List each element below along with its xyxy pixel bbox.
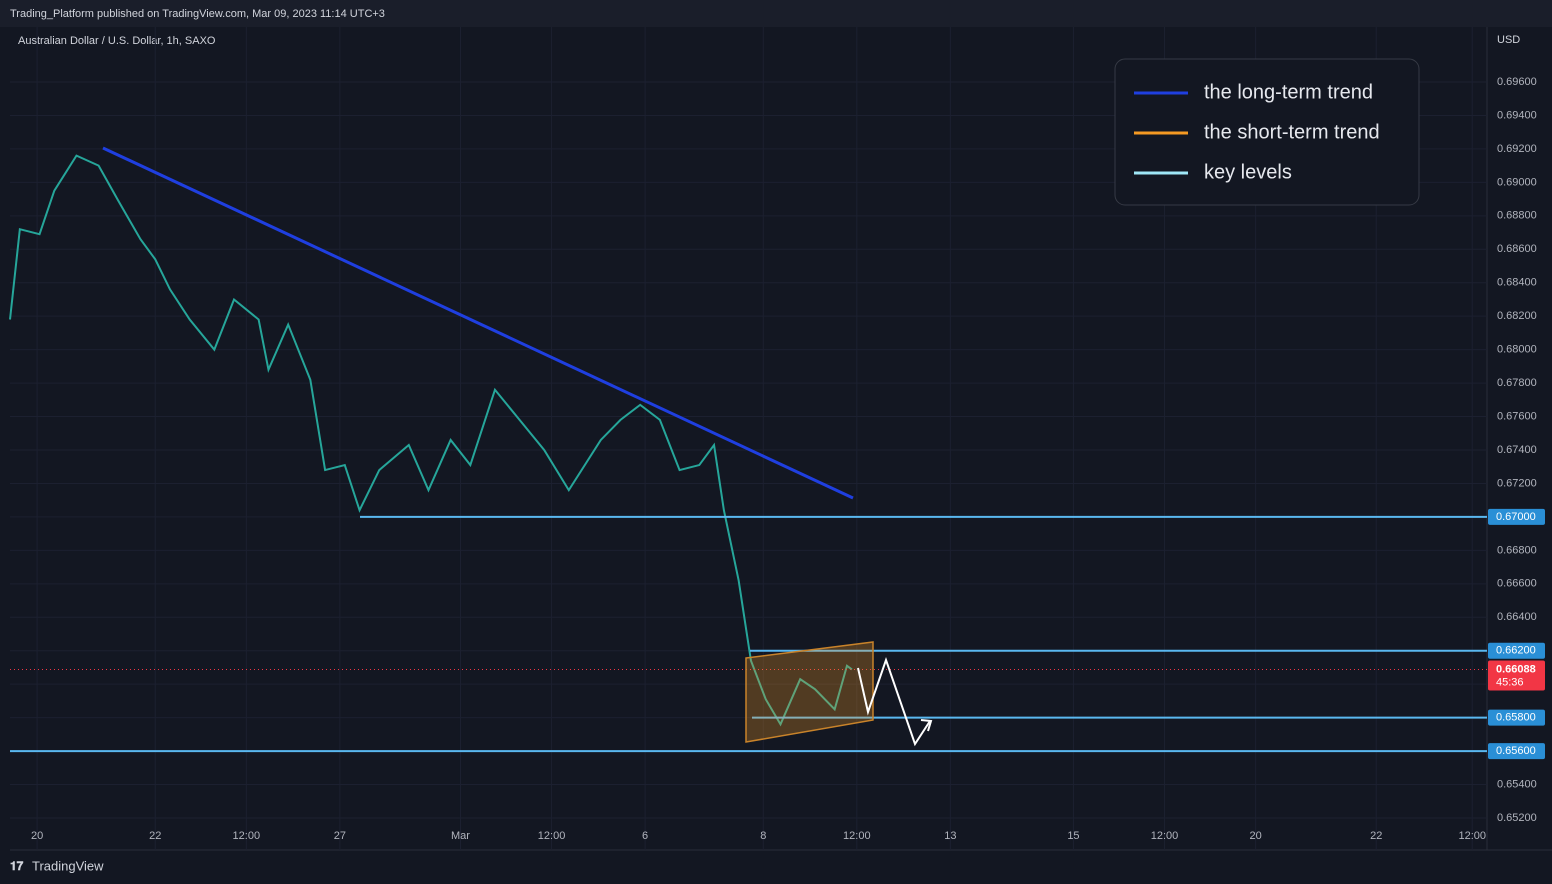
y-tick-label: 0.68000 — [1497, 344, 1537, 356]
y-tick-label: 0.69200 — [1497, 143, 1537, 155]
x-tick-label: 6 — [642, 830, 648, 842]
bottom-bar — [0, 851, 1552, 884]
y-tick-label: 0.68200 — [1497, 310, 1537, 322]
drawings — [102, 146, 933, 747]
legend-items: the long-term trend the short-term trend k… — [1134, 81, 1380, 183]
x-tick-label: 20 — [31, 830, 43, 842]
y-tick-label: 0.66600 — [1497, 578, 1537, 590]
y-tick-label: 0.67600 — [1497, 410, 1537, 422]
y-tick-label: 0.67400 — [1497, 444, 1537, 456]
key-level-label: 0.67000 — [1496, 511, 1536, 523]
x-tick-label: 22 — [149, 830, 161, 842]
y-tick-label: 0.68400 — [1497, 277, 1537, 289]
x-tick-label: 12:00 — [1458, 830, 1486, 842]
key-level-label: 0.66200 — [1496, 645, 1536, 657]
key-level-tag — [1488, 642, 1545, 659]
legend-label: the long-term trend — [1204, 81, 1373, 103]
x-tick-label: 15 — [1067, 830, 1079, 842]
current-price-label: 0.66088 — [1496, 663, 1536, 675]
long-term-trendline — [102, 146, 854, 500]
key-level-tag — [1488, 508, 1545, 525]
x-tick-label: 12:00 — [538, 830, 566, 842]
price-line — [9, 154, 853, 727]
current-price-tag — [1488, 660, 1545, 691]
x-tick-label: 8 — [760, 830, 766, 842]
y-tick-label: 0.67800 — [1497, 377, 1537, 389]
key-level-label: 0.65600 — [1496, 745, 1536, 757]
key-level-tag — [1488, 743, 1545, 760]
y-tick-label: 0.66800 — [1497, 544, 1537, 556]
y-tick-label: 0.69600 — [1497, 76, 1537, 88]
x-tick-label: 12:00 — [843, 830, 871, 842]
x-tick-label: 13 — [944, 830, 956, 842]
projection-arrowhead — [920, 719, 933, 732]
y-tick-label: 0.66400 — [1497, 611, 1537, 623]
brand: TradingView — [32, 858, 104, 873]
y-tick-label: 0.68600 — [1497, 243, 1537, 255]
legend-label: key levels — [1204, 161, 1292, 183]
legend: the long-term trend the short-term trend k… — [1114, 58, 1420, 206]
countdown: 45:36 — [1496, 676, 1524, 688]
legend-label: the short-term trend — [1204, 121, 1380, 143]
x-tick-label: 12:00 — [1151, 830, 1179, 842]
publisher: Trading_Platform published on TradingVie… — [10, 8, 385, 20]
brand-logo: 𝟏𝟕 — [10, 859, 24, 873]
currency: USD — [1497, 34, 1520, 46]
y-tick-label: 0.67200 — [1497, 477, 1537, 489]
x-tick-label: 22 — [1370, 830, 1382, 842]
top-bar — [0, 0, 1552, 27]
y-tick-label: 0.65400 — [1497, 778, 1537, 790]
x-tick-label: 12:00 — [233, 830, 261, 842]
y-tick-label: 0.69400 — [1497, 109, 1537, 121]
x-tick-label: 27 — [334, 830, 346, 842]
x-tick-label: Mar — [451, 830, 470, 842]
key-level-label: 0.65800 — [1496, 712, 1536, 724]
short-term-channel — [745, 641, 874, 743]
symbol: Australian Dollar / U.S. Dollar, 1h, SAX… — [18, 35, 216, 47]
x-tick-label: 20 — [1249, 830, 1261, 842]
y-tick-label: 0.65200 — [1497, 812, 1537, 824]
projection-path — [857, 656, 931, 747]
key-level-tag — [1488, 709, 1545, 726]
y-tick-label: 0.69000 — [1497, 176, 1537, 188]
legend-box — [1114, 58, 1420, 206]
y-tick-label: 0.68800 — [1497, 210, 1537, 222]
